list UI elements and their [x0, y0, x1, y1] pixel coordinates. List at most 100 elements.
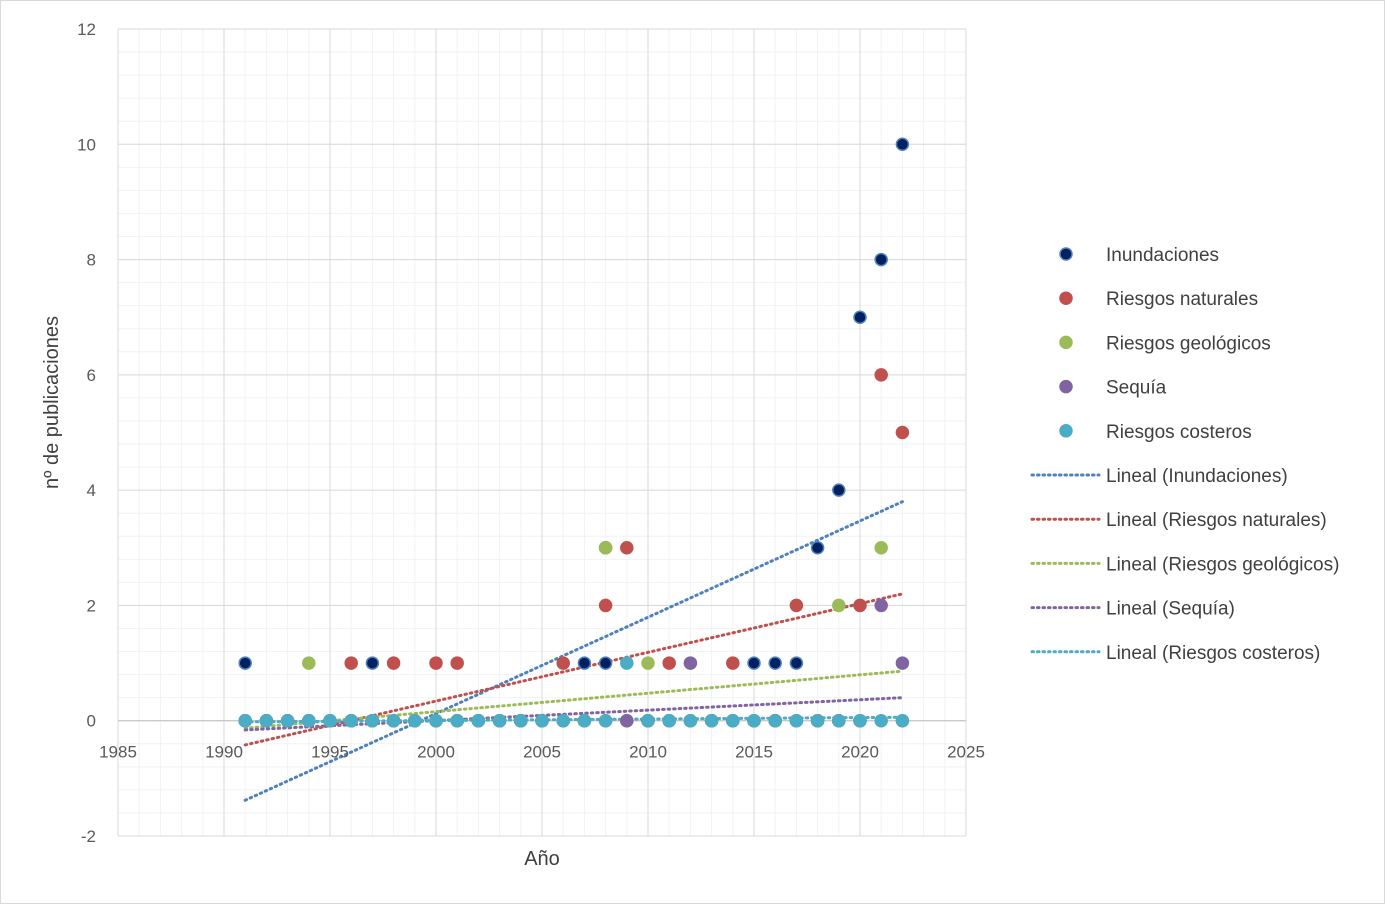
data-point [620, 541, 634, 555]
trendline [243, 696, 904, 732]
data-point [726, 713, 740, 728]
y-tick-label: 6 [87, 366, 96, 385]
data-point [386, 656, 401, 670]
data-point [874, 541, 888, 555]
x-tick-label: 2005 [523, 743, 561, 762]
data-point [874, 598, 888, 613]
data-point [832, 483, 846, 497]
data-point [810, 713, 825, 728]
data-point [577, 656, 592, 670]
data-point [832, 598, 846, 613]
legend-label: Lineal (Riesgos costeros) [1106, 643, 1320, 664]
data-point [492, 713, 507, 728]
data-point [789, 656, 804, 670]
data-point [641, 713, 655, 728]
y-tick-label: -2 [81, 827, 96, 846]
data-points [238, 137, 910, 728]
legend-label: Lineal (Inundaciones) [1106, 466, 1288, 487]
data-point [747, 656, 761, 670]
data-point [853, 310, 867, 324]
x-tick-label: 2025 [947, 743, 985, 762]
legend-marker [1059, 424, 1073, 438]
data-point [535, 713, 549, 728]
data-point [471, 713, 486, 728]
data-point [853, 713, 867, 728]
legend-label: Lineal (Sequía) [1106, 599, 1235, 620]
legend-label: Sequía [1106, 378, 1167, 399]
data-point [598, 713, 613, 728]
data-point [302, 713, 316, 728]
data-point [895, 137, 910, 152]
x-tick-label: 1985 [99, 743, 137, 762]
data-point [874, 368, 888, 382]
data-point [641, 656, 655, 670]
y-axis-title: nº de publicaciones [41, 316, 63, 489]
legend-marker [1059, 379, 1073, 394]
data-point [450, 713, 464, 728]
data-point [747, 713, 761, 728]
data-point [365, 713, 380, 728]
legend-label: Lineal (Riesgos naturales) [1106, 510, 1327, 531]
data-point [556, 656, 570, 670]
data-point [344, 713, 358, 728]
data-point [238, 656, 252, 670]
data-point [895, 656, 910, 670]
data-point [704, 713, 719, 728]
legend-marker [1059, 291, 1073, 305]
data-point [662, 713, 676, 728]
x-tick-label: 2020 [841, 743, 879, 762]
data-point [683, 713, 698, 728]
data-point [662, 656, 676, 670]
data-point [302, 656, 316, 670]
data-point [874, 252, 888, 267]
data-point [344, 656, 358, 670]
y-tick-label: 2 [87, 596, 96, 615]
data-point [726, 656, 740, 670]
data-point [577, 713, 592, 728]
x-tick-label: 1990 [205, 743, 243, 762]
y-tick-label: 12 [77, 20, 96, 39]
y-tick-label: 4 [87, 481, 96, 500]
data-point [408, 713, 422, 728]
legend-label: Riesgos costeros [1106, 422, 1252, 443]
data-point [238, 713, 252, 728]
data-point [874, 713, 888, 728]
data-point [365, 656, 380, 670]
legend-label: Riesgos geológicos [1106, 333, 1271, 354]
legend-label: Inundaciones [1106, 245, 1219, 266]
data-point [598, 598, 613, 613]
data-point [556, 713, 570, 728]
y-tick-label: 10 [77, 135, 96, 154]
data-point [429, 656, 443, 670]
data-point [450, 656, 464, 670]
data-point [598, 541, 613, 555]
x-axis-title: Año [524, 848, 560, 870]
legend-label: Lineal (Riesgos geológicos) [1106, 554, 1339, 575]
x-tick-label: 2010 [629, 743, 667, 762]
data-point [429, 713, 443, 728]
data-point [280, 713, 295, 728]
legend-marker [1059, 247, 1073, 261]
data-point [620, 656, 634, 670]
data-point [620, 713, 634, 728]
legend-label: Riesgos naturales [1106, 289, 1258, 310]
x-tick-label: 1995 [311, 743, 349, 762]
data-point [768, 656, 782, 670]
data-point [598, 656, 613, 670]
data-point [853, 598, 867, 613]
y-tick-label: 0 [87, 712, 96, 731]
data-point [832, 713, 846, 728]
data-point [259, 713, 274, 728]
data-point [789, 713, 804, 728]
data-point [683, 656, 698, 670]
data-point [895, 713, 910, 728]
legend: Inundaciones Riesgos naturales Riesgos geo… [1030, 245, 1339, 664]
data-point [386, 713, 401, 728]
y-tick-label: 8 [87, 251, 96, 270]
data-point [810, 541, 825, 555]
legend-marker [1059, 335, 1073, 350]
data-point [789, 598, 804, 613]
tick-labels: 1985 1990 1995 2000 2005 2010 2015 2020 2025 -2 0 2… [77, 20, 985, 846]
